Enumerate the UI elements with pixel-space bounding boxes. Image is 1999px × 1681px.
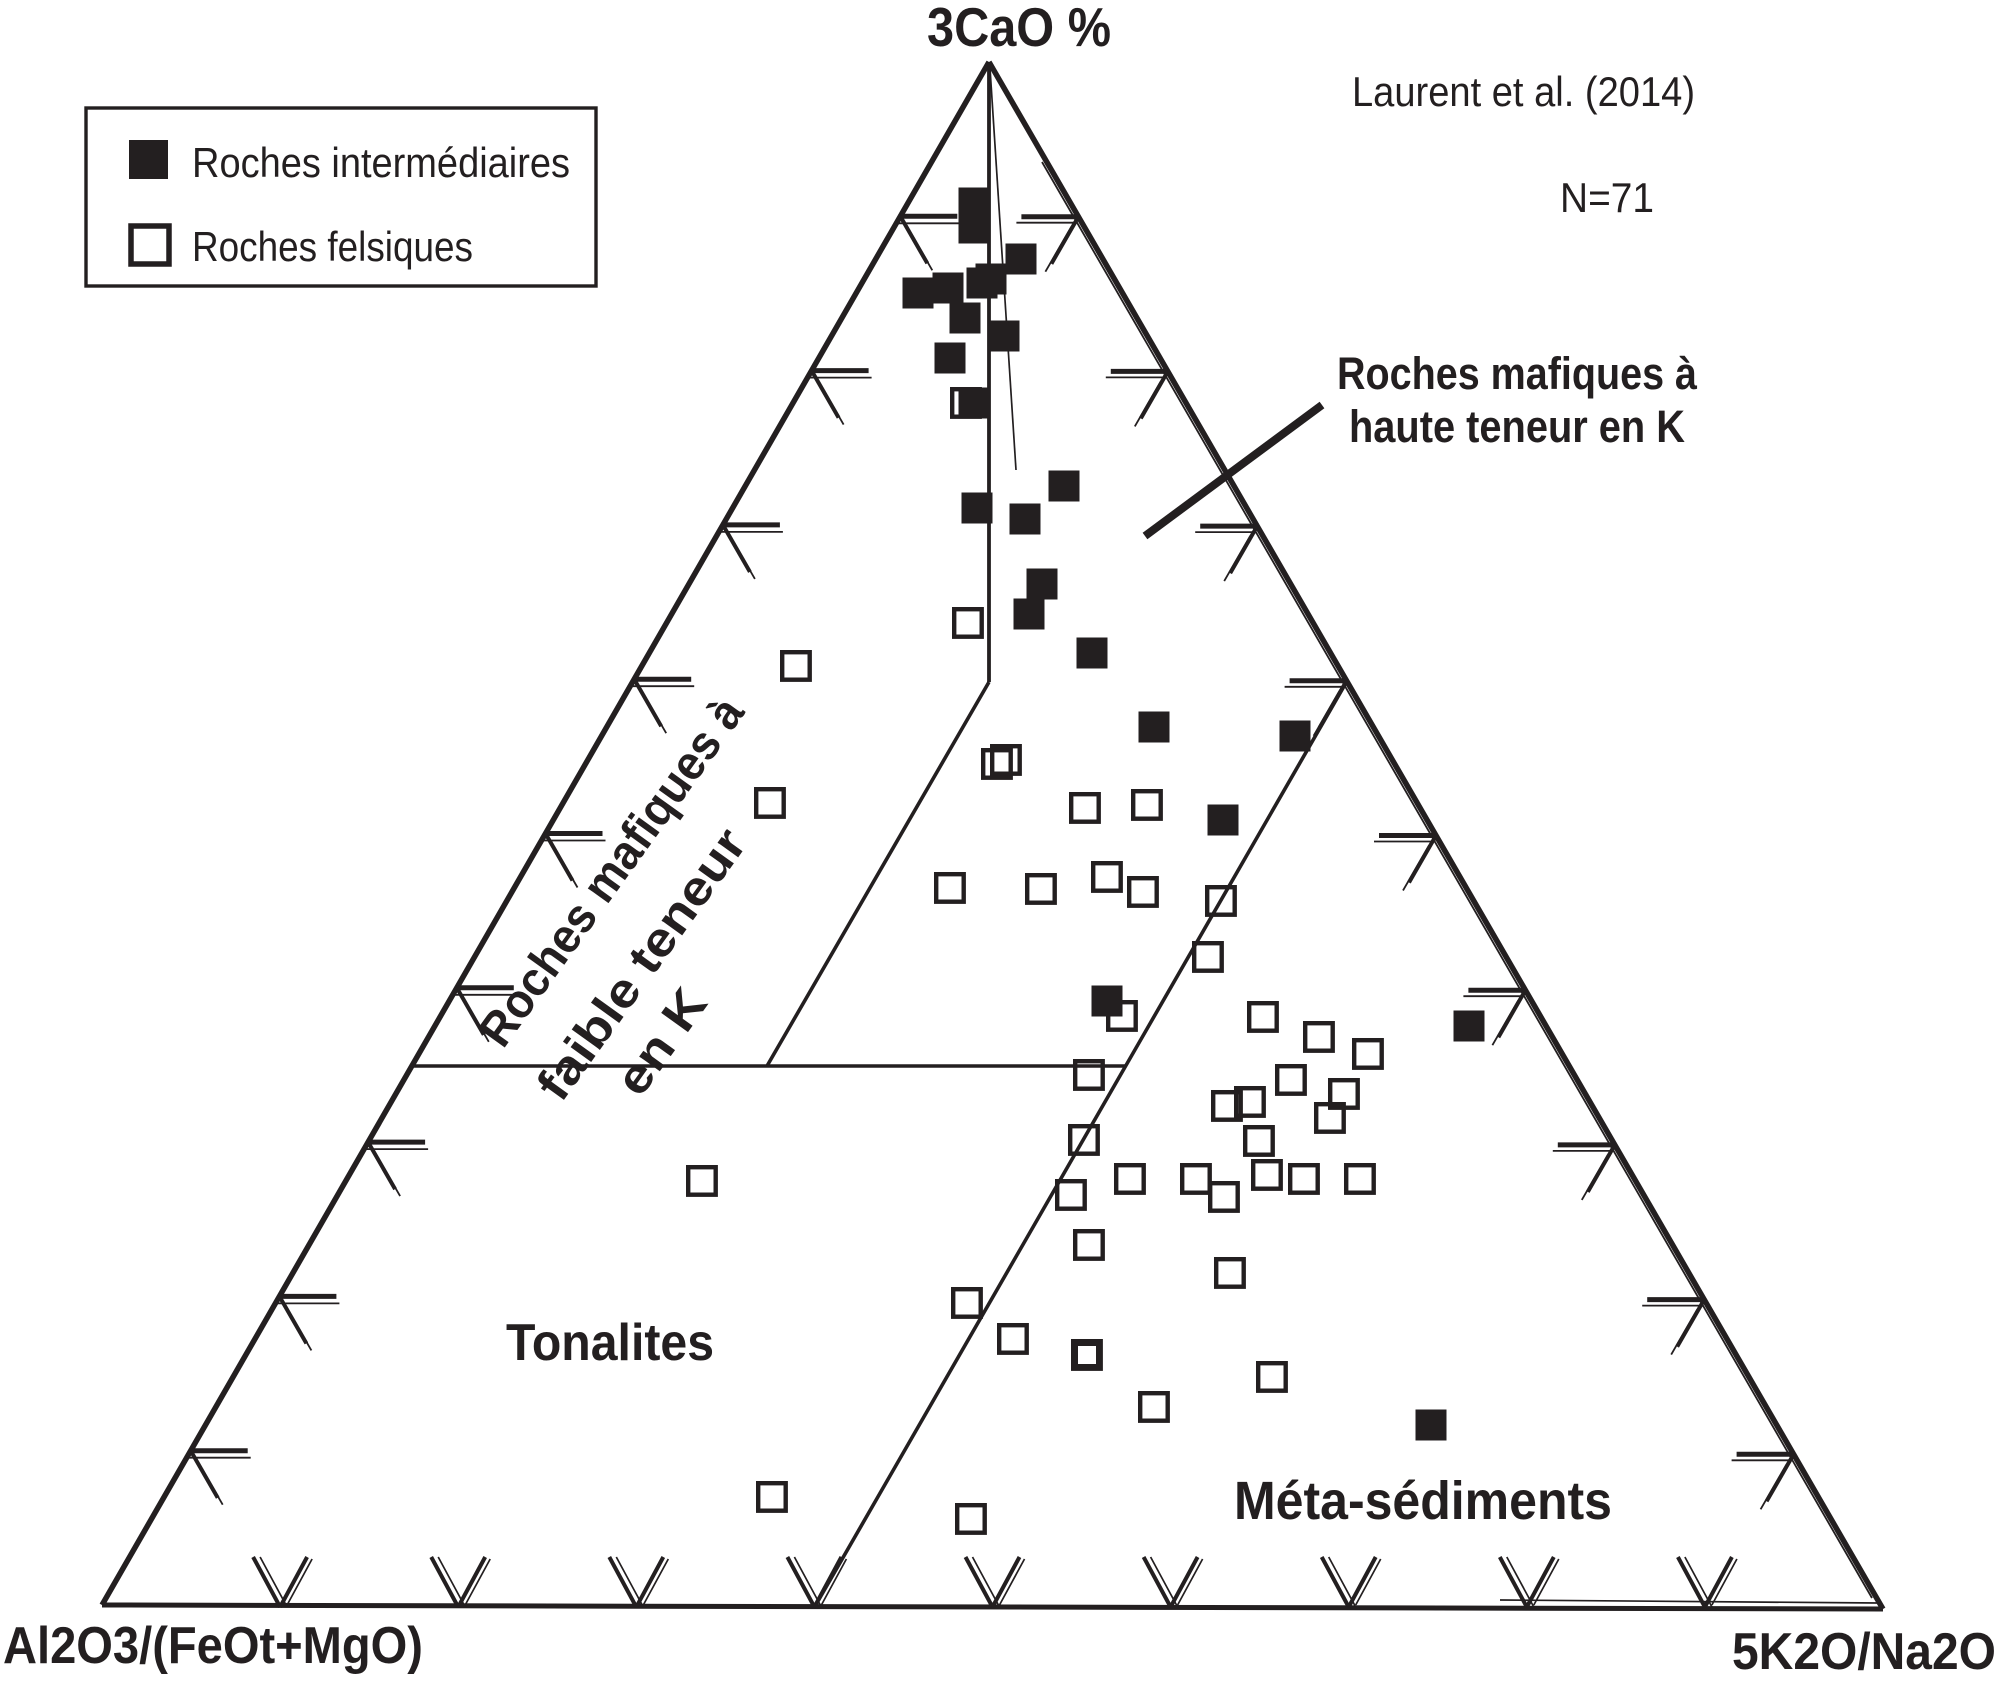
svg-text:5K2O/Na2O: 5K2O/Na2O <box>1732 1623 1996 1681</box>
svg-text:Laurent et al. (2014): Laurent et al. (2014) <box>1352 68 1695 115</box>
svg-text:Méta-sédiments: Méta-sédiments <box>1234 1471 1612 1531</box>
svg-text:haute teneur en K: haute teneur en K <box>1349 401 1685 452</box>
svg-text:N=71: N=71 <box>1560 174 1654 221</box>
svg-text:Roches felsiques: Roches felsiques <box>192 223 473 270</box>
svg-text:3CaO %: 3CaO % <box>927 0 1111 58</box>
svg-text:Roches intermédiaires: Roches intermédiaires <box>192 139 570 186</box>
svg-text:Tonalites: Tonalites <box>506 1314 714 1372</box>
svg-text:Al2O3/(FeOt+MgO): Al2O3/(FeOt+MgO) <box>3 1617 423 1675</box>
svg-text:Roches mafiques à: Roches mafiques à <box>1337 348 1698 399</box>
